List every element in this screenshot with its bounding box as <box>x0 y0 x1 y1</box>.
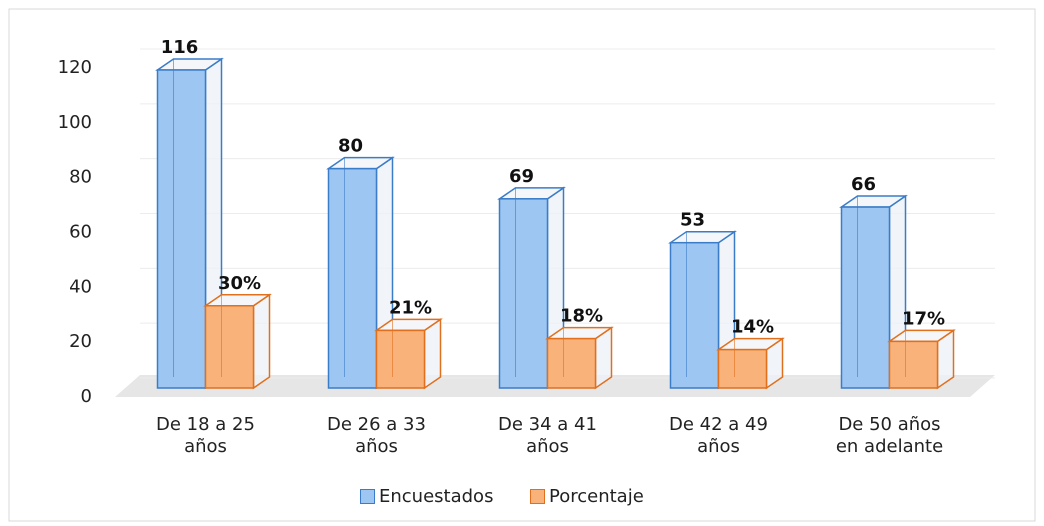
chart-border <box>8 8 1036 522</box>
bar-front <box>204 305 255 389</box>
bar-front <box>498 198 549 389</box>
legend-swatch <box>530 489 545 504</box>
data-label: 53 <box>680 210 705 231</box>
legend-label: Encuestados <box>379 486 494 507</box>
bar-front <box>717 348 768 389</box>
bar-front <box>546 337 597 389</box>
bar <box>545 326 614 390</box>
x-tick-label: De 26 a 33 años <box>327 414 426 457</box>
bar-front <box>669 241 720 389</box>
bar-side <box>252 293 271 390</box>
bar-side <box>423 317 442 390</box>
data-label: 14% <box>731 317 774 338</box>
data-label: 17% <box>902 308 945 329</box>
x-tick-label: De 18 a 25 años <box>156 414 255 457</box>
data-label: 66 <box>851 174 876 195</box>
bar <box>716 337 785 390</box>
data-label: 21% <box>389 297 432 318</box>
data-label: 116 <box>161 37 199 58</box>
y-tick-label: 60 <box>69 222 92 243</box>
legend-swatch <box>360 489 375 504</box>
y-tick-label: 80 <box>69 167 92 188</box>
bar <box>374 317 443 390</box>
x-tick-label: De 50 años en adelante <box>835 414 944 457</box>
y-tick-label: 100 <box>58 112 92 133</box>
data-label: 69 <box>509 166 534 187</box>
bar-front <box>888 340 939 389</box>
legend-item: Encuestados <box>360 486 493 507</box>
bar-front <box>327 167 378 389</box>
y-tick-label: 120 <box>58 57 92 78</box>
x-tick-label: De 42 a 49 años <box>669 414 768 457</box>
legend-item: Porcentaje <box>530 486 644 507</box>
y-tick-label: 40 <box>69 276 92 297</box>
bar-front <box>840 206 891 389</box>
bar <box>887 328 956 390</box>
bar <box>839 194 908 390</box>
x-tick-label: De 34 a 41 años <box>498 414 597 457</box>
legend-label: Porcentaje <box>549 486 644 507</box>
bar-front <box>156 69 207 389</box>
y-tick-label: 0 <box>81 386 92 407</box>
data-label: 30% <box>218 273 261 294</box>
bar <box>203 293 272 390</box>
y-tick-label: 20 <box>69 331 92 352</box>
bar-front <box>375 329 426 389</box>
data-label: 18% <box>560 306 603 327</box>
data-label: 80 <box>338 136 363 157</box>
